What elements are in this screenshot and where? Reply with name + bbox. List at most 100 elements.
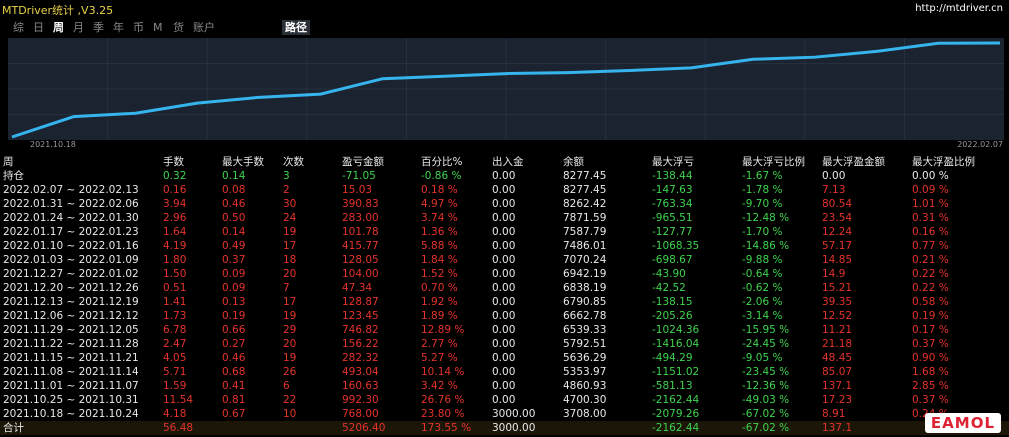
cell: 次数	[283, 156, 304, 168]
cell: 17	[283, 296, 297, 308]
tab[interactable]: 月	[73, 21, 84, 34]
row-label: 2022.01.17 ~ 2022.01.23	[3, 226, 139, 238]
cell: 23.54	[822, 212, 853, 224]
tab[interactable]: 年	[113, 21, 124, 34]
row-label: 2021.11.08 ~ 2021.11.14	[3, 366, 139, 378]
cell: 160.63	[342, 380, 379, 392]
cell: -2079.26	[652, 408, 700, 420]
cell: 26	[283, 366, 297, 378]
tab[interactable]: 路径	[282, 20, 310, 35]
cell: 0.00	[492, 240, 516, 252]
row-label: 持仓	[3, 170, 24, 182]
cell: 6.78	[163, 324, 187, 336]
cell: 283.00	[342, 212, 379, 224]
tab[interactable]: M	[153, 21, 163, 34]
cell: 1.64	[163, 226, 187, 238]
cell: 137.1	[822, 380, 853, 392]
cell: 0.13	[222, 296, 246, 308]
cell: 11.21	[822, 324, 853, 336]
cell: 6	[283, 380, 290, 392]
cell: -138.15	[652, 296, 693, 308]
cell: 4.97 %	[421, 198, 458, 210]
cell: 8277.45	[563, 170, 607, 182]
cell: 1.68 %	[912, 366, 949, 378]
cell: 最大浮盈比例	[912, 156, 975, 168]
cell: 0.00	[492, 268, 516, 280]
row-label: 2021.11.29 ~ 2021.12.05	[3, 324, 139, 336]
cell: 1.01 %	[912, 198, 949, 210]
tab[interactable]: 账户	[193, 21, 215, 34]
cell: 24	[283, 212, 297, 224]
cell: -147.63	[652, 184, 693, 196]
cell: -1.78 %	[742, 184, 783, 196]
cell: -127.77	[652, 226, 693, 238]
cell: 29	[283, 324, 297, 336]
cell: 0.00	[492, 352, 516, 364]
cell: 173.55 %	[421, 422, 472, 434]
row-label: 2021.11.01 ~ 2021.11.07	[3, 380, 139, 392]
cell: -2162.44	[652, 422, 700, 434]
cell: 137.1	[822, 422, 853, 434]
cell: 盈亏金额	[342, 156, 384, 168]
cell: 0.00	[492, 338, 516, 350]
cell: 6539.33	[563, 324, 607, 336]
cell: 0.70 %	[421, 282, 458, 294]
cell: 0.00	[492, 254, 516, 266]
tab[interactable]: 货	[173, 21, 184, 34]
cell: 最大浮亏比例	[742, 156, 805, 168]
cell: 0.68	[222, 366, 246, 378]
row-label: 2021.12.06 ~ 2021.12.12	[3, 310, 139, 322]
cell: 0.22 %	[912, 268, 949, 280]
cell: 3.74 %	[421, 212, 458, 224]
cell: -965.51	[652, 212, 693, 224]
cell: 0.00	[822, 170, 846, 182]
cell: 0.22 %	[912, 282, 949, 294]
cell: 0.66	[222, 324, 246, 336]
tab[interactable]: 周	[53, 21, 64, 34]
cell: 1.92 %	[421, 296, 458, 308]
cell: -0.62 %	[742, 282, 783, 294]
cell: 12.52	[822, 310, 853, 322]
row-label: 2021.12.13 ~ 2021.12.19	[3, 296, 139, 308]
tab[interactable]: 币	[133, 21, 144, 34]
cell: 0.00	[492, 170, 516, 182]
cell: 0.00	[492, 212, 516, 224]
cell: -9.88 %	[742, 254, 783, 266]
cell: 493.04	[342, 366, 379, 378]
row-label: 2022.01.24 ~ 2022.01.30	[3, 212, 139, 224]
cell: 5792.51	[563, 338, 607, 350]
cell: 0.51	[163, 282, 187, 294]
cell: 出入金	[492, 156, 524, 168]
cell: 0.77 %	[912, 240, 949, 252]
cell: -763.34	[652, 198, 693, 210]
cell: 0.16 %	[912, 226, 949, 238]
cell: 0.58 %	[912, 296, 949, 308]
cell: 12.89 %	[421, 324, 465, 336]
cell: 39.35	[822, 296, 853, 308]
cell: -9.70 %	[742, 198, 783, 210]
cell: 0.46	[222, 352, 246, 364]
cell: -12.48 %	[742, 212, 790, 224]
cell: 0.00	[492, 324, 516, 336]
cell: 4860.93	[563, 380, 607, 392]
cell: 415.77	[342, 240, 379, 252]
cell: 0.14	[222, 170, 246, 182]
cell: 0.81	[222, 394, 246, 406]
cell: 0.32	[163, 170, 187, 182]
cell: 1.80	[163, 254, 187, 266]
tab[interactable]: 日	[33, 21, 44, 34]
row-label: 2022.01.31 ~ 2022.02.06	[3, 198, 139, 210]
cell: 23.80 %	[421, 408, 465, 420]
row-label: 周	[3, 156, 14, 168]
cell: -42.52	[652, 282, 686, 294]
cell: -1.67 %	[742, 170, 783, 182]
cell: 0.00	[492, 310, 516, 322]
cell: 6662.78	[563, 310, 607, 322]
cell: 17.23	[822, 394, 853, 406]
cell: 5353.97	[563, 366, 607, 378]
cell: 5206.40	[342, 422, 386, 434]
cell: 0.00 %	[912, 170, 949, 182]
tab[interactable]: 季	[93, 21, 104, 34]
tab[interactable]: 综	[13, 21, 24, 34]
cell: 104.00	[342, 268, 379, 280]
